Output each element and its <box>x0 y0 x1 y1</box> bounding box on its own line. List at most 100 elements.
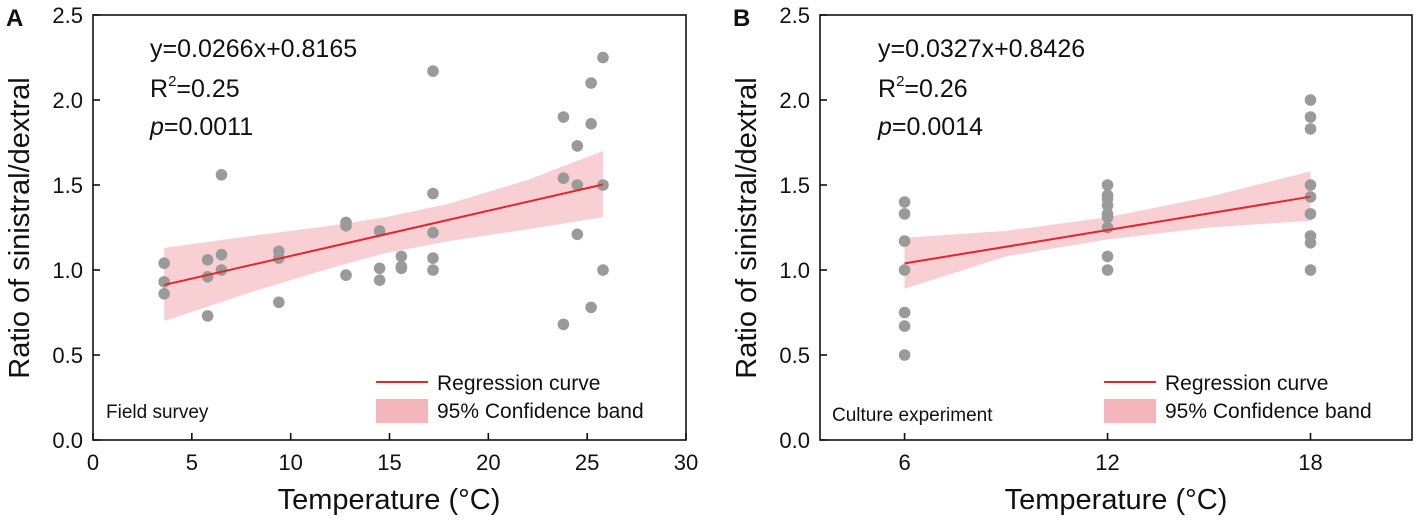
panel-b-point-3 <box>898 264 911 276</box>
panel-a-xtick-label-1: 5 <box>186 450 198 475</box>
panel-a-point-14 <box>340 269 352 281</box>
panel-a-point-0 <box>158 257 170 270</box>
panel-a-ticks: 0 5 10 15 20 25 30 0.0 0.5 1.0 1.5 2.0 2.5 <box>52 3 698 475</box>
panel-b-p: p=0.0014 <box>877 113 983 141</box>
panel-b-line <box>904 195 1311 265</box>
panel-b-ytick-label-3: 1.5 <box>779 173 810 198</box>
panel-b-ytick-label-4: 2.0 <box>779 88 810 113</box>
panel-a-ytick-label-0: 0.0 <box>52 428 83 453</box>
panel-a-ytick-label-4: 2.0 <box>52 88 83 113</box>
panel-a-point-23 <box>427 226 439 239</box>
panel-a-point-18 <box>395 250 408 263</box>
panel-b-frame <box>819 14 1413 441</box>
panel-a-point-5 <box>201 310 214 322</box>
panel-a-ylabel: Ratio of sinistral/dextral <box>4 77 36 378</box>
panel-a-point-7 <box>215 248 228 261</box>
panel-b-p-symbol: p <box>877 113 892 141</box>
panel-b-site-label: Culture experiment <box>832 405 993 426</box>
panel-b-ytick-label-5: 2.5 <box>779 3 810 28</box>
panel-b-regression-line <box>904 195 1311 265</box>
panel-b-legend-band-swatch <box>1104 399 1156 423</box>
panel-a-point-28 <box>557 318 570 331</box>
panel-b-p-value: =0.0014 <box>892 113 983 141</box>
panel-b-point-14 <box>1101 250 1114 263</box>
panel-b-point-16 <box>1304 94 1317 106</box>
panel-b-ticks: 6 12 18 0.0 0.5 1.0 1.5 2.0 2.5 <box>779 3 1322 475</box>
panel-a-legend-band-swatch <box>376 399 428 423</box>
panel-a-point-27 <box>557 172 570 184</box>
panel-a-line <box>163 183 604 286</box>
panel-a-ytick-label-2: 1.0 <box>52 258 83 283</box>
panel-b-point-7 <box>1101 179 1114 191</box>
panel-b-point-17 <box>1304 111 1317 123</box>
panel-b-r2-value: =0.26 <box>904 75 967 103</box>
panel-b-ytick-label-1: 0.5 <box>779 343 810 368</box>
panel-b-point-24 <box>1304 264 1317 276</box>
panel-a-regression-line <box>163 183 604 286</box>
panel-b-xtick-label-2: 18 <box>1298 450 1322 475</box>
panel-a-band <box>164 151 603 321</box>
panel-b-r2-base: R <box>878 75 896 103</box>
panel-a-point-26 <box>557 111 570 123</box>
panel-b-point-10 <box>1101 199 1114 212</box>
panel-a-r2-sup: 2 <box>168 73 176 90</box>
panel-b-point-6 <box>898 349 911 361</box>
panel-a-point-34 <box>585 301 597 314</box>
panel-a-point-30 <box>571 179 584 191</box>
panel-b-equation: y=0.0327x+0.8426 <box>878 35 1085 63</box>
panel-a-point-2 <box>158 288 170 300</box>
panel-a-legend-line-label: Regression curve <box>437 372 600 395</box>
panel-a-point-15 <box>373 225 386 237</box>
panel-a-point-11 <box>273 296 285 309</box>
panel-a-equation: y=0.0266x+0.8165 <box>150 35 357 63</box>
panel-a-point-17 <box>373 274 386 287</box>
panel-a-point-29 <box>571 140 584 152</box>
panel-a-xtick-label-5: 25 <box>575 450 599 475</box>
panel-a-letter: A <box>6 5 23 32</box>
panel-b-point-2 <box>898 235 911 247</box>
panel-b-legend: Regression curve 95% Confidence band <box>1104 372 1372 423</box>
panel-a-point-16 <box>373 262 386 275</box>
panel-a-r2: R2=0.25 <box>150 73 240 103</box>
panel-b-point-23 <box>1304 237 1317 249</box>
panel-a-p: p=0.0011 <box>149 113 253 141</box>
panel-a-ytick-label-1: 0.5 <box>52 343 83 368</box>
panel-b-point-1 <box>898 208 911 220</box>
panel-b-points <box>898 94 1317 361</box>
panel-a-point-13 <box>340 220 352 232</box>
panel-a-xtick-label-4: 20 <box>476 450 500 475</box>
panel-a-p-value: =0.0011 <box>164 113 253 141</box>
panel-b-point-0 <box>898 196 911 208</box>
panel-a-point-20 <box>395 260 408 273</box>
panel-a-xtick-label-2: 10 <box>278 450 302 475</box>
panel-b-xtick-label-0: 6 <box>898 450 910 475</box>
panel-b-xlabel: Temperature (°C) <box>1005 484 1228 516</box>
panel-a-xtick-label-0: 0 <box>87 450 99 475</box>
panel-a-xtick-label-3: 15 <box>377 450 401 475</box>
panel-a-site-label: Field survey <box>106 402 209 423</box>
panel-a: A 0 5 10 15 20 25 30 0.0 0.5 1.0 1.5 2.0 2.5 y=0.026… <box>4 3 698 516</box>
panel-b-xtick-label-1: 12 <box>1095 450 1119 475</box>
panel-a-r2-base: R <box>150 75 168 103</box>
panel-a-point-3 <box>201 253 214 266</box>
panel-b-point-15 <box>1101 264 1114 276</box>
panel-a-legend: Regression curve 95% Confidence band <box>376 372 644 423</box>
panel-b-ytick-label-0: 0.0 <box>779 428 810 453</box>
panel-a-point-35 <box>597 51 609 64</box>
panel-a-point-21 <box>427 65 439 77</box>
panel-b-point-5 <box>898 320 911 332</box>
panel-a-point-6 <box>215 169 228 181</box>
panel-a-r2-value: =0.25 <box>176 75 239 103</box>
panel-a-point-24 <box>427 252 439 264</box>
panel-b-point-4 <box>898 306 911 319</box>
panel-b-r2: R2=0.26 <box>878 73 968 103</box>
panel-a-ytick-label-3: 1.5 <box>52 173 83 198</box>
panel-b: B 6 12 18 0.0 0.5 1.0 1.5 2.0 2.5 y=0.0327x+0.84… <box>731 3 1413 516</box>
panel-a-point-1 <box>158 276 170 288</box>
panel-b-point-18 <box>1304 123 1317 135</box>
panel-a-point-25 <box>427 264 439 276</box>
panel-b-letter: B <box>733 5 750 32</box>
panel-a-p-symbol: p <box>149 113 164 141</box>
